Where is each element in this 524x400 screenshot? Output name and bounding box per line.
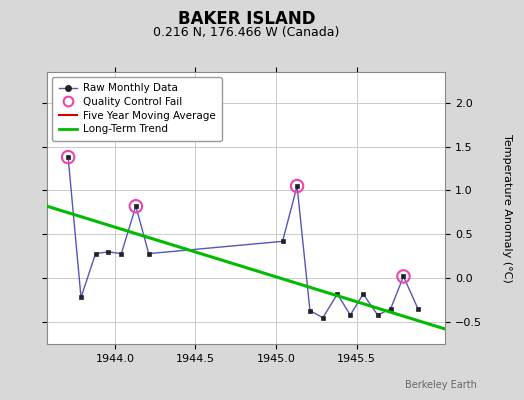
Text: 0.216 N, 176.466 W (Canada): 0.216 N, 176.466 W (Canada) xyxy=(153,26,340,39)
Y-axis label: Temperature Anomaly (°C): Temperature Anomaly (°C) xyxy=(501,134,511,282)
Point xyxy=(293,183,301,189)
Point xyxy=(64,154,72,160)
Legend: Raw Monthly Data, Quality Control Fail, Five Year Moving Average, Long-Term Tren: Raw Monthly Data, Quality Control Fail, … xyxy=(52,77,222,141)
Text: Berkeley Earth: Berkeley Earth xyxy=(405,380,477,390)
Point xyxy=(399,273,408,280)
Point xyxy=(132,203,140,210)
Text: BAKER ISLAND: BAKER ISLAND xyxy=(178,10,315,28)
